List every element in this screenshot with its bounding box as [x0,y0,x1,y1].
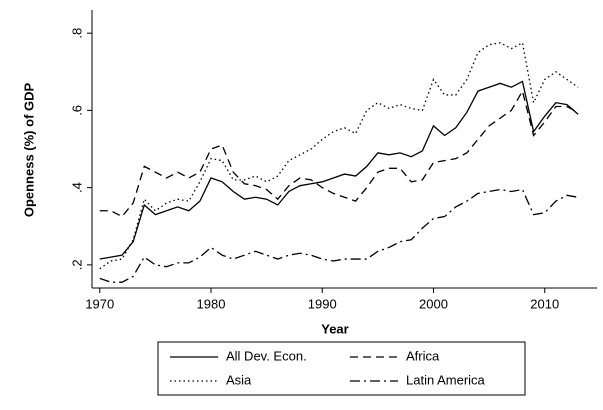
x-tick-label: 1980 [197,296,226,311]
y-axis-title: Openness (%) of GDP [21,83,36,218]
x-axis-title: Year [321,321,348,336]
legend-label: All Dev. Econ. [226,348,307,363]
series-line [99,188,579,283]
x-tick-label: 1970 [85,296,114,311]
y-tick-label: .8 [69,28,84,39]
legend-label: Latin America [406,372,486,387]
y-tick-label: .2 [69,259,84,270]
legend-label: Asia [226,372,252,387]
y-tick-label: .6 [69,105,84,116]
legend-label: Africa [406,348,440,363]
legend [157,341,526,396]
x-tick-label: 2010 [530,296,559,311]
y-tick-label: .4 [69,182,84,193]
x-tick-label: 2000 [419,296,448,311]
x-tick-label: 1990 [308,296,337,311]
series-line [99,80,579,260]
series-line [99,89,579,218]
